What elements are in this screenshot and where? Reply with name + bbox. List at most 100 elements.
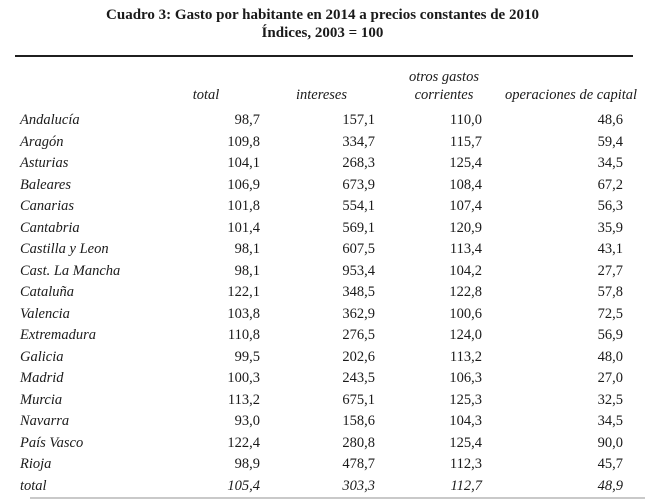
value-cell: 34,5 <box>597 413 623 429</box>
value-cell: 110,8 <box>227 327 260 343</box>
value-cell: 122,8 <box>449 284 482 300</box>
value-cell: 67,2 <box>597 176 623 193</box>
value-cell: 106,3 <box>449 370 482 386</box>
value-cell: 673,9 <box>342 176 375 193</box>
region-label: Navarra <box>20 413 70 429</box>
table-title-line1: Cuadro 3: Gasto por habitante en 2014 a … <box>106 7 539 23</box>
value-cell: 99,5 <box>234 348 260 365</box>
table-row: Asturias 104,1 268,3 125,4 34,5 <box>15 153 623 175</box>
value-cell: 98,7 <box>234 112 260 128</box>
value-cell: 124,0 <box>449 327 482 343</box>
value-cell: 334,7 <box>342 133 375 150</box>
table-title: Cuadro 3: Gasto por habitante en 2014 a … <box>0 0 645 42</box>
value-cell: 35,9 <box>597 219 623 236</box>
value-cell: 113,2 <box>227 391 260 408</box>
column-header-otros-gastos-corrientes: otros gastos corrientes <box>375 57 485 110</box>
value-cell: 157,1 <box>342 112 375 128</box>
table-row: Canarias 101,8 554,1 107,4 56,3 <box>15 196 623 218</box>
table-row: Aragón 109,8 334,7 115,7 59,4 <box>15 132 623 154</box>
column-header-intereses: intereses <box>262 57 375 110</box>
value-cell: 125,4 <box>449 434 482 451</box>
table-title-line2: Índices, 2003 = 100 <box>261 24 384 41</box>
value-cell: 93,0 <box>234 413 260 429</box>
value-cell: 202,6 <box>342 348 375 365</box>
value-cell: 109,8 <box>227 133 260 150</box>
value-cell: 32,5 <box>597 391 623 408</box>
value-cell: 104,3 <box>449 413 482 429</box>
table-row: Baleares 106,9 673,9 108,4 67,2 <box>15 175 623 197</box>
value-cell: 48,0 <box>597 348 623 365</box>
table-row: Galicia 99,5 202,6 113,2 48,0 <box>15 347 623 369</box>
value-cell: 100,6 <box>449 305 482 322</box>
table-row: País Vasco 122,4 280,8 125,4 90,0 <box>15 433 623 455</box>
value-cell: 122,4 <box>227 434 260 451</box>
value-cell: 158,6 <box>342 413 375 429</box>
value-cell: 45,7 <box>597 456 623 472</box>
region-label: Cantabria <box>20 219 80 236</box>
value-cell: 98,1 <box>234 262 260 279</box>
value-cell: 607,5 <box>342 241 375 257</box>
table-row: Valencia 103,8 362,9 100,6 72,5 <box>15 304 623 326</box>
region-label: Madrid <box>20 370 64 386</box>
value-cell: 675,1 <box>342 391 375 408</box>
value-cell: 554,1 <box>342 198 375 214</box>
value-cell: 112,7 <box>450 477 482 494</box>
value-cell: 43,1 <box>597 241 623 257</box>
table-row: Andalucía 98,7 157,1 110,0 48,6 <box>15 110 623 132</box>
value-cell: 125,4 <box>449 155 482 171</box>
value-cell: 243,5 <box>342 370 375 386</box>
value-cell: 98,9 <box>234 456 260 472</box>
region-label: Rioja <box>20 456 52 472</box>
value-cell: 100,3 <box>227 370 260 386</box>
value-cell: 478,7 <box>342 456 375 472</box>
table-row: Rioja 98,9 478,7 112,3 45,7 <box>15 454 623 476</box>
value-cell: 113,2 <box>449 348 482 365</box>
table-row: Castilla y Leon 98,1 607,5 113,4 43,1 <box>15 239 623 261</box>
value-cell: 48,6 <box>597 112 623 128</box>
value-cell: 59,4 <box>597 133 623 150</box>
data-table: total intereses otros gastos corrientes … <box>15 57 637 498</box>
column-header-otros-gastos-corrientes-label: otros gastos corrientes <box>409 69 479 103</box>
value-cell: 72,5 <box>597 305 623 322</box>
value-cell: 113,4 <box>449 241 482 257</box>
region-label: Cast. La Mancha <box>20 262 121 279</box>
region-label: Aragón <box>20 133 64 150</box>
region-label: Cataluña <box>20 284 74 300</box>
value-cell: 103,8 <box>227 305 260 322</box>
total-row: total 105,4 303,3 112,7 48,9 <box>15 476 623 498</box>
region-label: País Vasco <box>20 434 84 451</box>
value-cell: 303,3 <box>342 477 375 494</box>
table-row: Cantabria 101,4 569,1 120,9 35,9 <box>15 218 623 240</box>
value-cell: 362,9 <box>342 305 375 322</box>
value-cell: 34,5 <box>597 155 623 171</box>
value-cell: 125,3 <box>449 391 482 408</box>
value-cell: 104,1 <box>227 155 260 171</box>
value-cell: 90,0 <box>597 434 623 451</box>
value-cell: 953,4 <box>342 262 375 279</box>
value-cell: 268,3 <box>342 155 375 171</box>
column-header-total: total <box>170 57 262 110</box>
column-header-total-label: total <box>192 87 220 103</box>
region-column-header <box>15 57 170 110</box>
column-header-operaciones-de-capital-label: operaciones de capital <box>504 87 638 103</box>
value-cell: 27,7 <box>597 262 623 279</box>
value-cell: 56,9 <box>597 327 623 343</box>
value-cell: 98,1 <box>234 241 260 257</box>
value-cell: 104,2 <box>449 262 482 279</box>
value-cell: 101,4 <box>227 219 260 236</box>
top-rule <box>15 55 633 57</box>
value-cell: 120,9 <box>449 219 482 236</box>
value-cell: 115,7 <box>449 133 482 150</box>
value-cell: 112,3 <box>449 456 482 472</box>
value-cell: 276,5 <box>342 327 375 343</box>
table-row: Extremadura 110,8 276,5 124,0 56,9 <box>15 325 623 347</box>
value-cell: 108,4 <box>449 176 482 193</box>
value-cell: 101,8 <box>227 198 260 214</box>
region-label: Galicia <box>20 348 64 365</box>
value-cell: 27,0 <box>597 370 623 386</box>
column-header-intereses-label: intereses <box>295 87 347 103</box>
region-label: Valencia <box>20 305 70 322</box>
region-label: Asturias <box>20 155 69 171</box>
table-row: Navarra 93,0 158,6 104,3 34,5 <box>15 411 623 433</box>
value-cell: 348,5 <box>342 284 375 300</box>
